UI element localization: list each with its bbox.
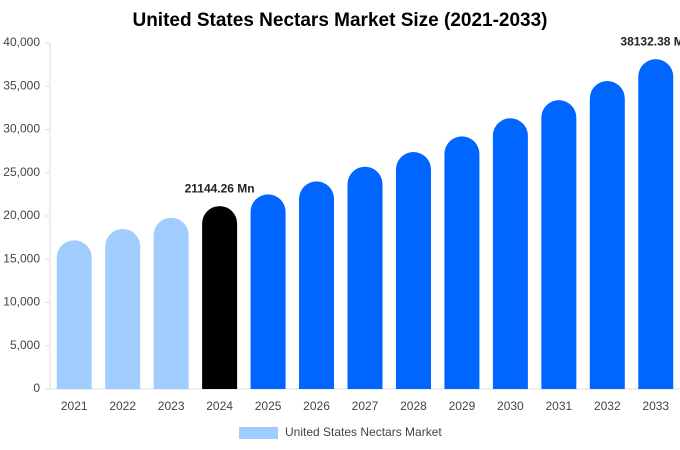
bar — [250, 194, 286, 389]
bar — [444, 136, 480, 389]
data-label: 38132.38 Mn — [620, 34, 680, 48]
bar — [492, 118, 528, 389]
x-tick-label: 2021 — [61, 399, 88, 413]
bar — [347, 166, 383, 389]
x-tick-label: 2024 — [206, 399, 233, 413]
x-tick-label: 2032 — [594, 399, 621, 413]
bar — [56, 240, 92, 389]
x-tick-label: 2027 — [352, 399, 379, 413]
y-tick-label: 5,000 — [10, 338, 40, 352]
bar — [638, 59, 674, 390]
x-tick-label: 2031 — [545, 399, 572, 413]
y-tick-label: 20,000 — [3, 208, 40, 222]
bar — [541, 100, 577, 389]
x-tick-label: 2026 — [303, 399, 330, 413]
bar — [395, 151, 431, 389]
y-tick-label: 15,000 — [3, 251, 40, 265]
bar — [153, 217, 189, 389]
x-tick-label: 2029 — [449, 399, 476, 413]
bar — [105, 228, 141, 389]
chart-title: United States Nectars Market Size (2021-… — [132, 10, 547, 31]
y-tick-label: 0 — [33, 381, 40, 395]
y-tick-label: 40,000 — [3, 35, 40, 49]
y-tick-label: 30,000 — [3, 122, 40, 136]
x-tick-label: 2028 — [400, 399, 427, 413]
x-tick-label: 2033 — [642, 399, 669, 413]
y-tick-label: 35,000 — [3, 78, 40, 92]
bar — [202, 206, 238, 389]
data-label: 21144.26 Mn — [185, 181, 255, 195]
y-tick-label: 25,000 — [3, 165, 40, 179]
bar — [589, 81, 625, 389]
bar — [299, 181, 335, 389]
y-tick-label: 10,000 — [3, 295, 40, 309]
legend-swatch — [239, 427, 278, 439]
x-tick-label: 2022 — [109, 399, 136, 413]
x-tick-label: 2025 — [255, 399, 282, 413]
x-tick-label: 2023 — [158, 399, 185, 413]
legend-label: United States Nectars Market — [285, 425, 442, 439]
x-tick-label: 2030 — [497, 399, 524, 413]
